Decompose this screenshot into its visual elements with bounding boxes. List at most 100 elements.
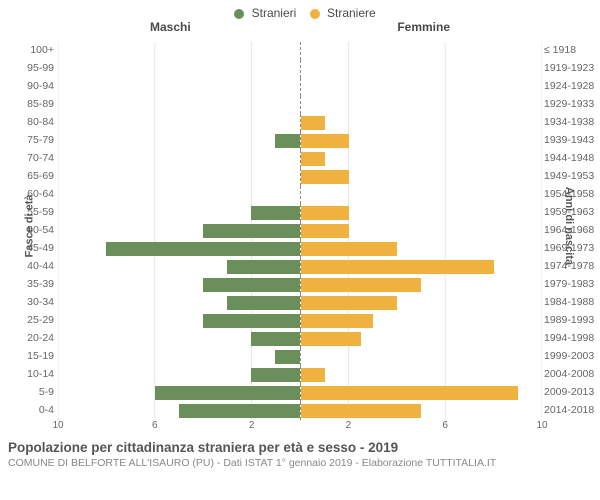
pyramid-row: 35-391979-1983 <box>58 276 542 294</box>
birth-year-label: 1969-1973 <box>544 242 598 254</box>
birth-year-label: 1974-1978 <box>544 260 598 272</box>
column-titles: Maschi Femmine <box>0 20 600 38</box>
birth-year-label: 1944-1948 <box>544 152 598 164</box>
birth-year-label: 1984-1988 <box>544 296 598 308</box>
chart-subtitle: COMUNE DI BELFORTE ALL'ISAURO (PU) - Dat… <box>8 457 592 469</box>
age-label: 65-69 <box>8 170 54 182</box>
pyramid-row: 85-891929-1933 <box>58 96 542 114</box>
bar-male <box>203 278 300 292</box>
birth-year-label: 1964-1968 <box>544 224 598 236</box>
chart-title: Popolazione per cittadinanza straniera p… <box>8 440 592 455</box>
legend: Stranieri Straniere <box>0 0 600 20</box>
birth-year-label: 1949-1953 <box>544 170 598 182</box>
bar-female <box>301 134 349 148</box>
pyramid-row: 5-92009-2013 <box>58 384 542 402</box>
x-tick-label: 10 <box>52 420 63 431</box>
bar-female <box>301 368 325 382</box>
x-tick-label: 2 <box>249 420 255 431</box>
legend-label-female: Straniere <box>327 6 376 20</box>
birth-year-label: ≤ 1918 <box>544 44 598 56</box>
bar-female <box>301 296 398 310</box>
birth-year-label: 2004-2008 <box>544 368 598 380</box>
bar-male <box>275 134 299 148</box>
age-label: 0-4 <box>8 404 54 416</box>
pyramid-row: 70-741944-1948 <box>58 150 542 168</box>
plot-area: 100+≤ 191895-991919-192390-941924-192885… <box>58 42 542 420</box>
legend-swatch-male <box>234 9 244 19</box>
age-label: 45-49 <box>8 242 54 254</box>
birth-year-label: 1924-1928 <box>544 80 598 92</box>
x-tick-label: 2 <box>346 420 352 431</box>
bar-female <box>301 116 325 130</box>
age-label: 100+ <box>8 44 54 56</box>
x-tick-label: 6 <box>442 420 448 431</box>
age-label: 20-24 <box>8 332 54 344</box>
bar-male <box>275 350 299 364</box>
birth-year-label: 1954-1958 <box>544 188 598 200</box>
pyramid-row: 90-941924-1928 <box>58 78 542 96</box>
bar-male <box>251 332 299 346</box>
pyramid-row: 10-142004-2008 <box>58 366 542 384</box>
age-label: 25-29 <box>8 314 54 326</box>
age-label: 70-74 <box>8 152 54 164</box>
age-label: 40-44 <box>8 260 54 272</box>
bar-female <box>301 332 361 346</box>
bar-female <box>301 404 422 418</box>
bar-male <box>155 386 300 400</box>
bar-female <box>301 170 349 184</box>
x-tick-label: 10 <box>536 420 547 431</box>
age-label: 90-94 <box>8 80 54 92</box>
pyramid-row: 30-341984-1988 <box>58 294 542 312</box>
birth-year-label: 1979-1983 <box>544 278 598 290</box>
age-label: 10-14 <box>8 368 54 380</box>
bar-female <box>301 278 422 292</box>
age-label: 85-89 <box>8 98 54 110</box>
birth-year-label: 1934-1938 <box>544 116 598 128</box>
birth-year-label: 1994-1998 <box>544 332 598 344</box>
x-tick-label: 6 <box>152 420 158 431</box>
pyramid-row: 60-641954-1958 <box>58 186 542 204</box>
birth-year-label: 1929-1933 <box>544 98 598 110</box>
pyramid-row: 50-541964-1968 <box>58 222 542 240</box>
pyramid-row: 40-441974-1978 <box>58 258 542 276</box>
column-title-male: Maschi <box>150 20 191 34</box>
bar-male <box>203 224 300 238</box>
birth-year-label: 1989-1993 <box>544 314 598 326</box>
age-label: 60-64 <box>8 188 54 200</box>
bar-female <box>301 314 373 328</box>
pyramid-row: 75-791939-1943 <box>58 132 542 150</box>
bar-male <box>179 404 300 418</box>
birth-year-label: 1999-2003 <box>544 350 598 362</box>
pyramid-row: 0-42014-2018 <box>58 402 542 420</box>
legend-label-male: Stranieri <box>252 6 297 20</box>
bar-female <box>301 260 494 274</box>
age-label: 15-19 <box>8 350 54 362</box>
birth-year-label: 2014-2018 <box>544 404 598 416</box>
pyramid-row: 55-591959-1963 <box>58 204 542 222</box>
bar-female <box>301 386 518 400</box>
column-title-female: Femmine <box>397 20 450 34</box>
x-axis: 10622610 <box>58 420 542 434</box>
birth-year-label: 2009-2013 <box>544 386 598 398</box>
bar-male <box>106 242 299 256</box>
bar-male <box>227 296 299 310</box>
bar-male <box>227 260 299 274</box>
age-label: 35-39 <box>8 278 54 290</box>
pyramid-row: 100+≤ 1918 <box>58 42 542 60</box>
bar-male <box>251 368 299 382</box>
population-pyramid-chart: Fasce di età Anni di nascita Stranieri S… <box>0 0 600 500</box>
bar-female <box>301 206 349 220</box>
pyramid-row: 65-691949-1953 <box>58 168 542 186</box>
bar-male <box>203 314 300 328</box>
birth-year-label: 1939-1943 <box>544 134 598 146</box>
age-label: 75-79 <box>8 134 54 146</box>
age-label: 50-54 <box>8 224 54 236</box>
birth-year-label: 1959-1963 <box>544 206 598 218</box>
bar-female <box>301 152 325 166</box>
age-label: 95-99 <box>8 62 54 74</box>
pyramid-row: 95-991919-1923 <box>58 60 542 78</box>
bar-female <box>301 224 349 238</box>
age-label: 5-9 <box>8 386 54 398</box>
pyramid-row: 80-841934-1938 <box>58 114 542 132</box>
bar-male <box>251 206 299 220</box>
